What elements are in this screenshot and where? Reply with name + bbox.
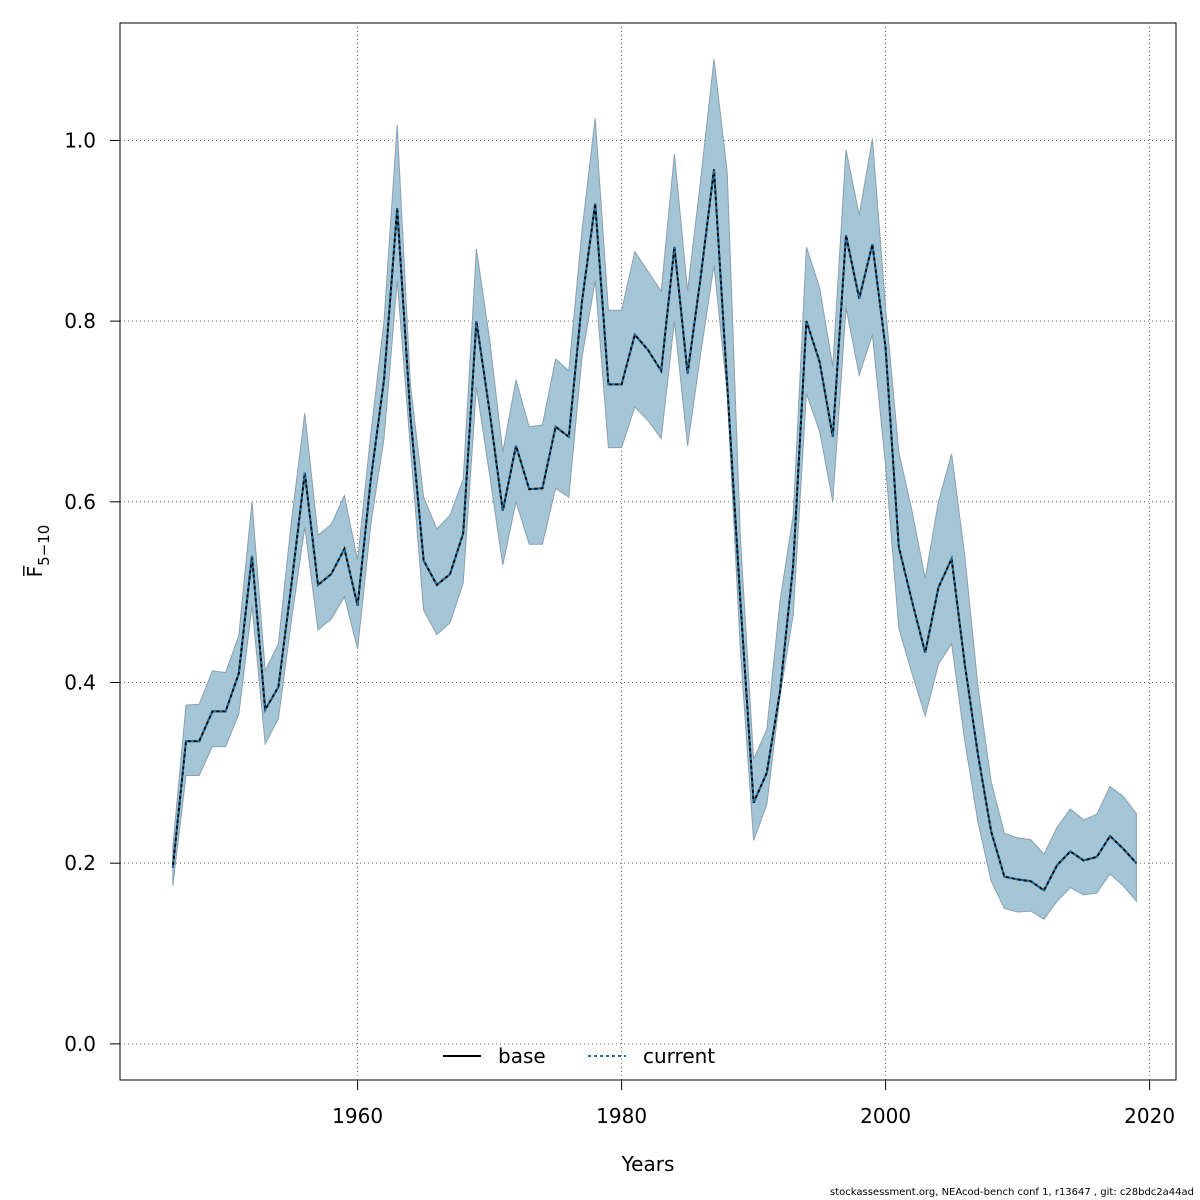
- x-axis: 1960 1980 2000 2020: [332, 1079, 1175, 1128]
- series-lines: [171, 169, 1138, 892]
- legend-label-current: current: [643, 1044, 715, 1068]
- y-tick-label-0.2: 0.2: [64, 851, 96, 875]
- x-tick-label-2000: 2000: [860, 1104, 911, 1128]
- legend-label-base: base: [498, 1044, 546, 1068]
- confidence-band-group: [172, 59, 1137, 920]
- series-line-base: [171, 169, 1138, 892]
- x-tick-label-1960: 1960: [332, 1104, 383, 1128]
- legend: base current: [443, 1044, 715, 1068]
- x-tick-label-2020: 2020: [1124, 1104, 1175, 1128]
- y-tick-label-0.8: 0.8: [64, 309, 96, 333]
- svg-text:F̅5−10: F̅5−10: [22, 525, 53, 578]
- x-axis-title: Years: [621, 1152, 675, 1176]
- plot-box: [119, 22, 1177, 1081]
- y-axis: 0.0 0.2 0.4 0.6 0.8 1.0: [64, 128, 121, 1056]
- y-tick-label-0.0: 0.0: [64, 1032, 96, 1056]
- x-tick-label-1980: 1980: [596, 1104, 647, 1128]
- y-axis-title-main: F̅: [22, 565, 47, 578]
- footer-caption: stockassessment.org, NEAcod-bench conf 1…: [830, 1187, 1194, 1198]
- y-tick-label-0.6: 0.6: [64, 490, 96, 514]
- confidence-band: [172, 59, 1137, 920]
- y-tick-label-0.4: 0.4: [64, 670, 96, 694]
- y-axis-title: F̅5−10: [22, 525, 53, 578]
- y-tick-label-1.0: 1.0: [64, 128, 96, 152]
- grid: [120, 23, 1176, 1080]
- y-axis-title-subscript: 5−10: [35, 525, 53, 566]
